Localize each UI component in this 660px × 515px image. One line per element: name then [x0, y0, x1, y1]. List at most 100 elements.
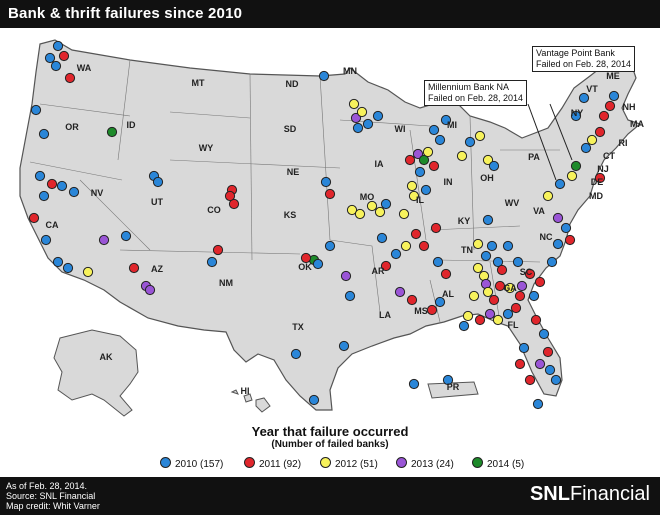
hawaii-shape	[230, 389, 271, 413]
failure-dot	[468, 290, 480, 302]
state-label-md: MD	[589, 191, 603, 201]
legend-label-2011: 2011 (92)	[259, 459, 302, 470]
state-label-nm: NM	[219, 278, 233, 288]
state-label-mi: MI	[447, 120, 457, 130]
state-label-ms: MS	[414, 306, 428, 316]
failure-dot	[400, 240, 412, 252]
legend-item-2011: 2011 (92)	[244, 457, 301, 471]
state-label-il: IL	[416, 195, 425, 205]
state-label-ny: NY	[571, 108, 584, 118]
failure-dot	[30, 104, 42, 116]
state-label-ct: CT	[603, 151, 615, 161]
failure-dot	[434, 134, 446, 146]
state-label-ia: IA	[375, 159, 385, 169]
failure-dot	[594, 172, 606, 184]
callout-millennium-line2: Failed on Feb. 28, 2014	[428, 93, 524, 103]
failure-dot	[62, 262, 74, 274]
failure-dot	[380, 260, 392, 272]
legend-item-2010: 2010 (157)	[160, 457, 223, 471]
failure-dot	[380, 198, 392, 210]
brand-financial: Financial	[569, 483, 650, 505]
failure-dot	[44, 52, 56, 64]
failure-dot	[366, 200, 378, 212]
failure-dot	[52, 256, 64, 268]
failure-dot	[422, 146, 434, 158]
failure-dot	[52, 40, 64, 52]
failure-dot	[546, 256, 558, 268]
footer-as-of: As of Feb. 28, 2014.	[6, 481, 88, 491]
legend-subtitle: (Number of failed banks)	[271, 439, 389, 450]
failure-dot	[224, 190, 236, 202]
map-title: Bank & thrift failures since 2010	[8, 5, 243, 22]
failure-dot	[40, 234, 52, 246]
failure-dot	[408, 190, 420, 202]
legend-swatch-2011	[244, 457, 255, 468]
state-label-sc: SC	[520, 267, 533, 277]
failure-dot	[376, 232, 388, 244]
failure-dot	[472, 238, 484, 250]
failure-dot	[318, 70, 330, 82]
failure-dot	[406, 294, 418, 306]
failure-dot	[570, 160, 582, 172]
contiguous-us-shape	[19, 39, 642, 411]
state-label-tx: TX	[292, 322, 304, 332]
failure-dot	[580, 142, 592, 154]
failure-dot	[228, 198, 240, 210]
failure-dot	[530, 314, 542, 326]
failure-dot	[518, 342, 530, 354]
failure-dot	[544, 364, 556, 376]
legend-item-2012: 2012 (51)	[320, 457, 378, 471]
state-label-wa: WA	[77, 63, 92, 73]
callout-millennium-line1: Millennium Bank NA	[428, 82, 510, 92]
failure-dot	[352, 122, 364, 134]
failure-dot	[56, 180, 68, 192]
failure-dot	[340, 270, 352, 282]
failure-dot	[598, 110, 610, 122]
failure-dot	[550, 374, 562, 386]
state-label-mt: MT	[192, 78, 205, 88]
state-label-vt: VT	[586, 84, 598, 94]
failure-dot	[418, 154, 430, 166]
state-label-nd: ND	[286, 79, 299, 89]
failure-dot	[608, 90, 620, 102]
state-label-nj: NJ	[597, 164, 609, 174]
failure-dot	[570, 110, 582, 122]
state-label-ca: CA	[46, 220, 59, 230]
callout-vantage-line2: Failed on Feb. 28, 2014	[536, 59, 632, 69]
footer-map-credit: Map credit: Whit Varner	[6, 501, 100, 511]
failure-dot	[354, 208, 366, 220]
state-borders	[29, 59, 560, 323]
state-label-mo: MO	[360, 192, 375, 202]
failure-dot	[398, 208, 410, 220]
failure-dot	[456, 150, 468, 162]
failure-dot	[28, 212, 40, 224]
failure-dot	[38, 190, 50, 202]
failure-dot	[554, 178, 566, 190]
failure-dot	[338, 340, 350, 352]
failure-dot	[68, 186, 80, 198]
state-label-ga: GA	[503, 283, 517, 293]
state-label-fl: FL	[508, 320, 519, 330]
state-label-nv: NV	[91, 188, 104, 198]
failure-dot	[390, 248, 402, 260]
state-label-ne: NE	[287, 167, 300, 177]
state-label-ak: AK	[100, 352, 113, 362]
state-label-la: LA	[379, 310, 391, 320]
failure-dot	[560, 222, 572, 234]
puerto-rico-shape	[427, 381, 479, 399]
failure-dot	[564, 234, 576, 246]
state-label-oh: OH	[480, 173, 494, 183]
alaska-shape	[53, 329, 139, 417]
failure-dot	[418, 240, 430, 252]
failure-dot	[414, 166, 426, 178]
failure-dot	[542, 346, 554, 358]
failure-dot	[494, 280, 506, 292]
failure-dot	[586, 134, 598, 146]
failure-dot	[502, 308, 514, 320]
failure-dot	[514, 358, 526, 370]
failure-dot	[58, 50, 70, 62]
failure-dot	[428, 160, 440, 172]
failure-dot	[512, 256, 524, 268]
